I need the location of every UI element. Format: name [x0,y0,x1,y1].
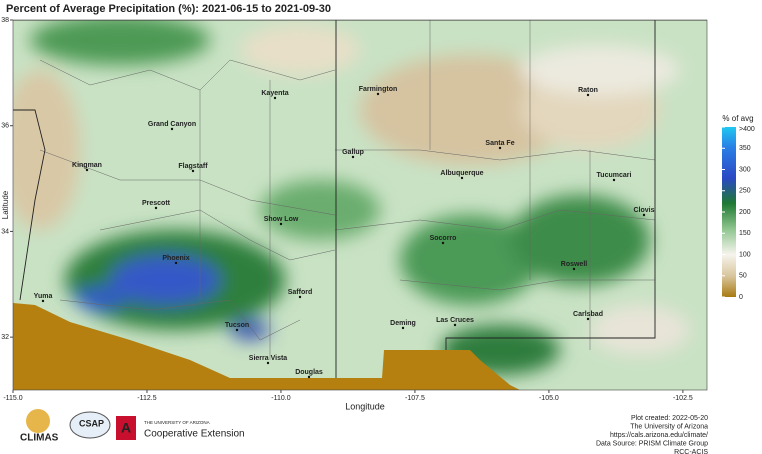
city-label: Albuquerque [440,170,483,177]
city-dot [170,127,174,131]
city-label: Santa Fe [485,140,514,147]
legend-tick-label: 350 [739,145,751,152]
city-dot [266,361,270,365]
precip-map [13,20,707,390]
city-label: Farmington [359,86,398,93]
city-label: Raton [578,87,598,94]
city-dot [279,222,283,226]
x-tick-label: -115.0 [3,395,22,402]
city-label: Safford [288,289,313,296]
city-label: Grand Canyon [148,121,196,128]
footer-line: https://cals.arizona.edu/climate/ [610,432,708,439]
city-label: Clovis [633,207,654,214]
city-label: Gallup [342,149,364,156]
city-dot [572,267,576,271]
city-label: Roswell [561,261,588,268]
city-dot [191,169,195,173]
csap-logo: CSAP [79,418,104,428]
title: Percent of Average Precipitation (%): 20… [6,3,331,15]
legend-tick-label: 50 [739,273,747,280]
city-dot [174,261,178,265]
ua-mark: A [121,420,131,436]
city-dot [460,176,464,180]
legend-tick-label: 150 [739,230,751,237]
legend-tick-label: >400 [739,126,755,133]
city-label: Kingman [72,162,102,169]
city-label: Flagstaff [178,163,208,170]
csap-icon [69,411,111,439]
x-tick-label: -112.5 [137,395,156,402]
city-label: Sierra Vista [249,355,288,362]
city-label: Deming [390,320,416,327]
y-tick-label: 34 [1,228,9,235]
city-label: Douglas [295,369,323,376]
ua-icon [116,416,136,440]
city-dot [401,326,405,330]
logos: CLIMAS CSAP A THE UNIVERSITY OF ARIZONA … [20,409,245,444]
x-tick-label: -110.0 [271,395,290,402]
city-dot [498,146,502,150]
x-tick-label: -105.0 [539,395,559,402]
y-tick-label: 36 [1,123,9,130]
city-label: Kayenta [261,90,288,97]
city-dot [453,323,457,327]
legend-tick-label: 100 [739,251,751,258]
city-dot [586,317,590,321]
climas-logo: CLIMAS [20,433,59,444]
city-dot [351,155,355,159]
x-tick-label: -107.5 [405,395,425,402]
climas-icon [26,409,50,433]
ua-name: THE UNIVERSITY OF ARIZONA [144,420,210,425]
x-tick-label: -102.5 [673,395,693,402]
city-label: Yuma [34,293,53,300]
city-dot [376,92,380,96]
city-dot [441,241,445,245]
legend-tick-label: 200 [739,209,751,216]
city-dot [235,328,239,332]
y-tick-label: 38 [1,17,9,24]
legend-tick-label: 300 [739,166,751,173]
x-axis-label: Longitude [345,401,385,411]
y-tick-label: 32 [1,334,9,341]
city-label: Carlsbad [573,311,603,318]
city-dot [298,295,302,299]
city-dot [154,206,158,210]
city-label: Las Cruces [436,317,474,324]
city-label: Show Low [264,216,299,223]
city-dot [586,93,590,97]
colorbar [722,127,736,297]
city-dot [307,375,311,379]
legend-tick-label: 250 [739,188,751,195]
footer-line: Plot created: 2022-05-20 [631,415,708,422]
city-dot [41,299,45,303]
city-label: Prescott [142,200,171,207]
map-frame [12,19,708,391]
city-dot [612,178,616,182]
extension-name: Cooperative Extension [144,429,245,440]
city-label: Tucumcari [597,172,632,179]
footer-line: The University of Arizona [630,423,708,430]
footer-line: Data Source: PRISM Climate Group [596,440,708,447]
legend-tick-label: 0 [739,294,743,301]
city-label: Socorro [430,235,457,242]
y-axis-label: Latitude [1,190,10,219]
city-label: Phoenix [162,255,189,262]
city-dot [273,96,277,100]
footer-line: RCC-ACIS [674,449,708,454]
city-label: Tucson [225,322,249,329]
city-dot [85,168,89,172]
city-dot [642,213,646,217]
legend-title: % of avg [722,114,753,123]
